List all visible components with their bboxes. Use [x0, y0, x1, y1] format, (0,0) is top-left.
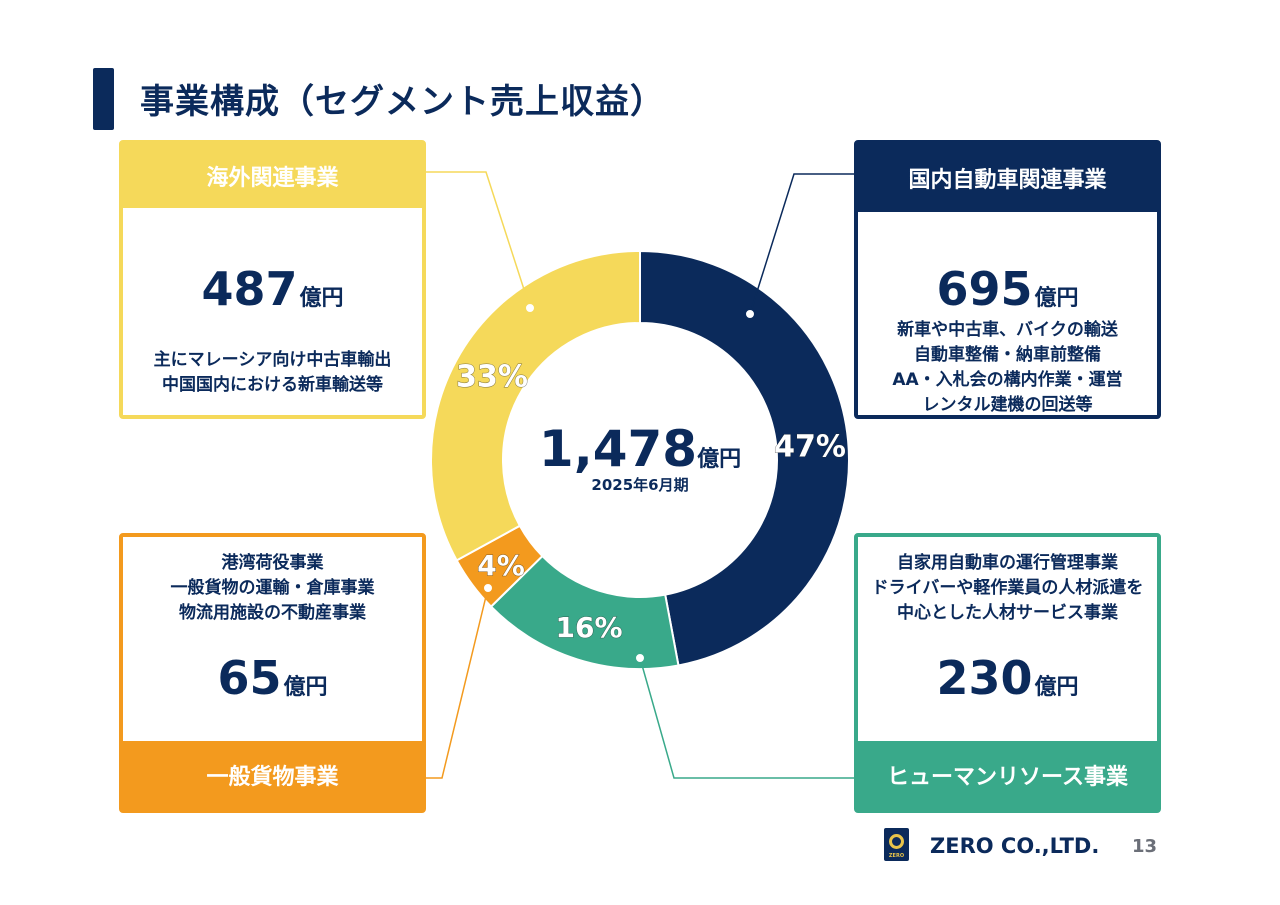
overseas-segment-card: 海外関連事業 487億円 主にマレーシア向け中古車輸出 中国国内における新車輸送… — [119, 140, 426, 419]
cargo-amount-value: 65 — [217, 651, 282, 705]
domestic-auto-segment-description: 新車や中古車、バイクの輸送 自動車整備・納車前整備 AA・入札会の構内作業・運営… — [858, 318, 1157, 418]
connector-line-overseas — [425, 171, 531, 309]
percent-label-overseas: 33% — [456, 360, 528, 395]
connector-line-general-cargo — [425, 587, 489, 779]
title-accent-bar — [93, 68, 114, 130]
domestic-desc-line: レンタル建機の回送等 — [922, 395, 1093, 415]
donut-slice-overseas — [430, 249, 641, 562]
connector-line-human-resources — [639, 657, 858, 779]
fiscal-period: 2025年6月期 — [591, 476, 689, 494]
percent-label-domestic: 47% — [774, 430, 846, 465]
overseas-segment-amount: 487億円 — [123, 262, 422, 316]
connector-line-domestic — [749, 173, 858, 315]
total-revenue: 1,478億円 — [520, 420, 760, 478]
general-cargo-segment-amount: 65億円 — [123, 651, 422, 705]
zero-logo-icon: ZERO — [884, 828, 909, 861]
company-name: ZERO CO.,LTD. — [930, 834, 1100, 858]
general-cargo-segment-title: 一般貨物事業 — [123, 741, 422, 809]
overseas-amount-unit: 億円 — [299, 286, 344, 311]
hr-amount-unit: 億円 — [1034, 675, 1079, 700]
total-revenue-value: 1,478 — [538, 420, 698, 478]
human-resources-segment-description: 自家用自動車の運行管理事業 ドライバーや軽作業員の人材派遣を 中心とした人材サー… — [858, 551, 1157, 626]
cargo-desc-line: 港湾荷役事業 — [221, 553, 324, 573]
hr-desc-line: 中心とした人材サービス事業 — [897, 603, 1118, 623]
domestic-desc-line: AA・入札会の構内作業・運営 — [892, 370, 1123, 390]
domestic-desc-line: 新車や中古車、バイクの輸送 — [897, 320, 1118, 340]
overseas-segment-title: 海外関連事業 — [123, 144, 422, 208]
domestic-desc-line: 自動車整備・納車前整備 — [914, 345, 1101, 365]
percent-label-general-cargo: 4% — [477, 549, 525, 582]
human-resources-segment-card: 自家用自動車の運行管理事業 ドライバーや軽作業員の人材派遣を 中心とした人材サー… — [854, 533, 1161, 813]
overseas-desc-line: 中国国内における新車輸送等 — [162, 375, 383, 395]
domestic-amount-unit: 億円 — [1034, 286, 1079, 311]
human-resources-segment-amount: 230億円 — [858, 651, 1157, 705]
logo-ring — [889, 834, 904, 849]
general-cargo-segment-card: 港湾荷役事業 一般貨物の運輸・倉庫事業 物流用施設の不動産事業 65億円 一般貨… — [119, 533, 426, 813]
total-revenue-unit: 億円 — [697, 447, 742, 472]
domestic-amount-value: 695 — [936, 262, 1033, 316]
cargo-amount-unit: 億円 — [283, 675, 328, 700]
domestic-auto-segment-card: 国内自動車関連事業 695億円 新車や中古車、バイクの輸送 自動車整備・納車前整… — [854, 140, 1161, 419]
donut-slice-domestic — [639, 249, 850, 667]
domestic-auto-segment-amount: 695億円 — [858, 262, 1157, 316]
overseas-segment-description: 主にマレーシア向け中古車輸出 中国国内における新車輸送等 — [123, 348, 422, 398]
cargo-desc-line: 一般貨物の運輸・倉庫事業 — [170, 578, 375, 598]
overseas-desc-line: 主にマレーシア向け中古車輸出 — [153, 350, 392, 370]
hr-desc-line: ドライバーや軽作業員の人材派遣を — [871, 578, 1144, 598]
cargo-desc-line: 物流用施設の不動産事業 — [179, 603, 366, 623]
human-resources-segment-title: ヒューマンリソース事業 — [858, 741, 1157, 809]
percent-label-human-resources: 16% — [555, 611, 622, 644]
hr-desc-line: 自家用自動車の運行管理事業 — [897, 553, 1118, 573]
hr-amount-value: 230 — [936, 651, 1033, 705]
domestic-auto-segment-title: 国内自動車関連事業 — [858, 144, 1157, 212]
connector-dot-general-cargo — [482, 582, 494, 594]
connector-dot-domestic — [744, 308, 756, 320]
logo-text: ZERO — [888, 853, 905, 859]
page-number: 13 — [1132, 836, 1158, 857]
page-title: 事業構成（セグメント売上収益） — [140, 82, 665, 122]
general-cargo-segment-description: 港湾荷役事業 一般貨物の運輸・倉庫事業 物流用施設の不動産事業 — [123, 551, 422, 626]
connector-dot-overseas — [524, 302, 536, 314]
overseas-amount-value: 487 — [201, 262, 298, 316]
connector-dot-human-resources — [634, 652, 646, 664]
